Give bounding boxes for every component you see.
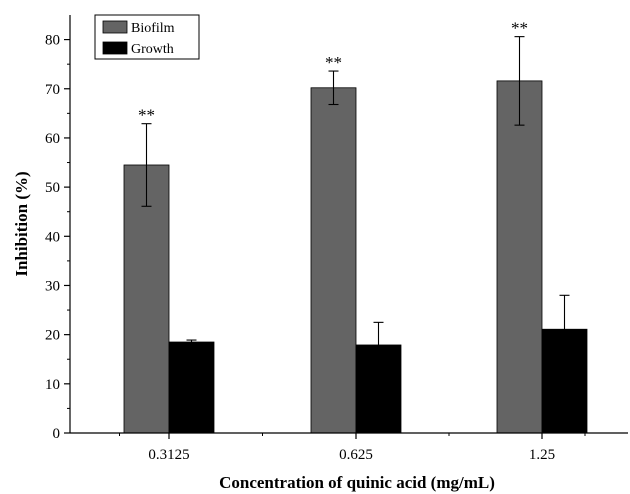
legend: Biofilm Growth xyxy=(94,14,200,60)
x-tick-label: 0.3125 xyxy=(148,447,189,463)
y-tick-label: 10 xyxy=(45,377,60,393)
y-tick-label: 20 xyxy=(45,328,60,344)
y-tick-label: 60 xyxy=(45,131,60,147)
y-tick-label: 40 xyxy=(45,229,60,245)
significance-label: ** xyxy=(325,53,342,72)
bar-biofilm xyxy=(310,87,357,434)
legend-label-growth: Growth xyxy=(131,42,174,57)
x-ticks: 0.3125 0.625 1.25 xyxy=(119,433,586,463)
y-tick-label: 80 xyxy=(45,33,60,49)
legend-label-biofilm: Biofilm xyxy=(131,21,175,36)
legend-swatch-biofilm xyxy=(102,20,128,34)
bar-biofilm xyxy=(123,164,170,434)
axes xyxy=(69,15,628,434)
x-tick-label: 1.25 xyxy=(529,447,555,463)
x-tick-label: 0.625 xyxy=(339,447,373,463)
y-tick-label: 70 xyxy=(45,82,60,98)
significance-label: ** xyxy=(138,106,155,125)
y-ticks: 0 10 20 30 40 50 60 70 80 xyxy=(45,33,70,442)
plot-area: ** ** ** xyxy=(123,19,588,434)
y-tick-label: 50 xyxy=(45,180,60,196)
x-axis-title: Concentration of quinic acid (mg/mL) xyxy=(219,473,495,492)
bar-growth xyxy=(168,341,215,434)
significance-label: ** xyxy=(511,19,528,38)
y-tick-label: 0 xyxy=(53,426,61,442)
bar-biofilm xyxy=(496,80,543,434)
legend-swatch-growth xyxy=(102,41,128,55)
y-tick-label: 30 xyxy=(45,278,60,294)
y-axis-title: Inhibition (%) xyxy=(12,171,31,276)
